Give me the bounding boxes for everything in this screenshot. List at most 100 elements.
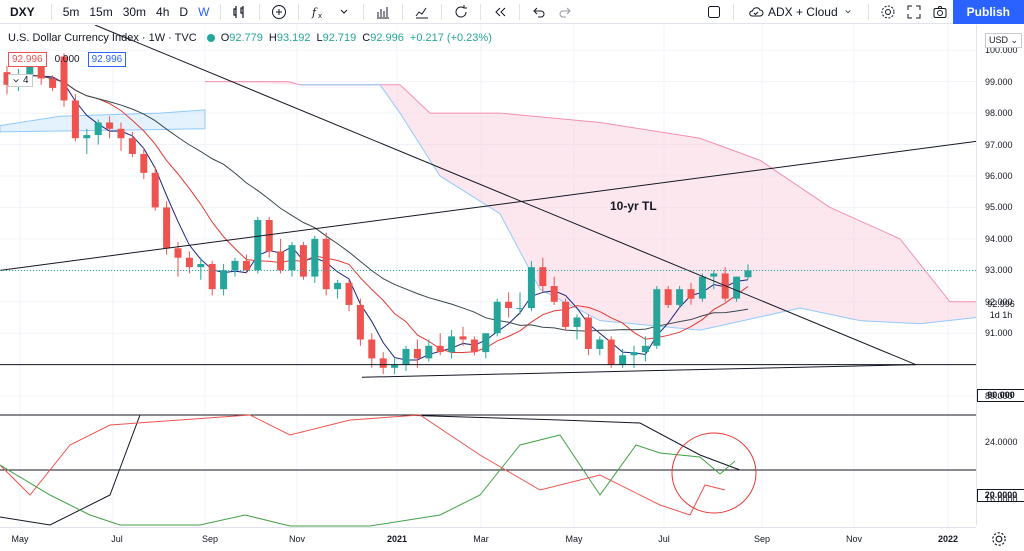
candle-body <box>106 122 114 129</box>
gear-icon[interactable] <box>990 530 1008 548</box>
financials-icon[interactable] <box>370 0 396 24</box>
candle-body <box>448 336 456 353</box>
candle-body <box>3 72 11 85</box>
candle-body <box>516 308 524 310</box>
replay-icon[interactable] <box>448 0 474 24</box>
candle-body <box>402 348 410 365</box>
price-tick: 93.000 <box>985 265 1013 276</box>
expand-icon[interactable] <box>901 0 927 24</box>
toolbar-divider <box>298 3 300 20</box>
toolbar-divider <box>867 3 869 20</box>
time-tick: Nov <box>288 534 306 544</box>
cloud-icon <box>749 6 764 16</box>
candle-body <box>550 286 558 302</box>
price-tick: 91.000 <box>985 328 1013 339</box>
bar-countdown: 1d 1h <box>989 310 1013 320</box>
candle-body <box>527 267 535 309</box>
toolbar-divider <box>50 3 52 20</box>
candle-body <box>436 345 444 353</box>
gear-icon[interactable] <box>875 0 901 24</box>
compare-icon[interactable] <box>266 0 292 24</box>
redo-icon[interactable] <box>552 0 578 24</box>
candle-body <box>482 333 490 353</box>
indicator-value-zero: 0.000 <box>54 54 80 65</box>
toolbar-divider <box>363 3 365 20</box>
svg-text:x: x <box>318 12 322 20</box>
ichimoku-cloud-early <box>0 109 206 133</box>
candle-body <box>562 301 570 327</box>
candle-body <box>26 65 34 76</box>
candle-body <box>539 267 547 287</box>
interval-w[interactable]: W <box>198 4 210 19</box>
candle-body <box>242 260 250 271</box>
ten-year-trendline <box>0 140 976 271</box>
fullscreen-box-icon[interactable] <box>701 0 727 24</box>
candle-body <box>60 56 68 101</box>
undo-icon[interactable] <box>526 0 552 24</box>
candle-body <box>356 304 364 340</box>
candle-body <box>117 128 125 139</box>
indicator-legend: 92.996 0.000 92.996 <box>8 52 127 67</box>
candle-body <box>277 251 285 271</box>
interval-5m[interactable]: 5m <box>62 4 80 19</box>
price-tick: 89.000 <box>985 391 1013 402</box>
candles-icon[interactable] <box>227 0 253 24</box>
candle-body <box>311 238 319 277</box>
time-tick: May <box>11 534 29 544</box>
time-tick: 2022 <box>937 534 959 544</box>
candle-body <box>334 282 342 290</box>
time-tick: Sep <box>201 534 219 544</box>
chevron-down-icon[interactable] <box>331 0 357 24</box>
candle-body <box>220 270 228 290</box>
candle-body <box>710 273 718 277</box>
candle-body <box>584 317 592 349</box>
rewind-icon[interactable] <box>487 0 513 24</box>
candle-body <box>676 289 684 305</box>
candle-body <box>641 345 649 353</box>
currency-select[interactable]: USD ⌄ <box>985 33 1023 48</box>
interval-30m[interactable]: 30m <box>122 4 147 19</box>
camera-icon[interactable] <box>927 0 953 24</box>
candle-body <box>607 339 615 365</box>
candle-body <box>151 172 159 208</box>
interval-4h[interactable]: 4h <box>156 4 170 19</box>
price-tick: 100.000 <box>985 45 1018 56</box>
horizontal-line-label-90: 90.000 <box>977 389 1024 402</box>
candle-body <box>630 352 638 356</box>
time-scale[interactable]: May Jul Sep Nov 2021 Mar May Jul Sep Nov 2022 <box>0 527 976 551</box>
toolbar-divider <box>480 3 482 20</box>
price-scale[interactable]: 92.996 1d 1h 90.000 20.0000 100.000 99.00… <box>976 25 1024 525</box>
candle-body <box>687 289 695 299</box>
alert-icon[interactable] <box>409 0 435 24</box>
price-tick: 96.000 <box>985 170 1013 181</box>
indicator-tick: 16.0000 <box>985 494 1018 504</box>
ma-slow-line <box>6 74 749 332</box>
candle-body <box>231 260 239 271</box>
interval-15m[interactable]: 15m <box>89 4 113 19</box>
candle-body <box>413 348 421 359</box>
candle-body <box>322 238 330 290</box>
interval-d[interactable]: D <box>179 4 189 19</box>
currency-value: USD <box>989 35 1009 45</box>
layout-selector[interactable]: ADX + Cloud <box>740 4 862 20</box>
indicator-value-blue: 92.996 <box>87 52 127 67</box>
candle-body <box>505 301 513 309</box>
candle-body <box>37 65 45 79</box>
indicator-collapse-button[interactable]: 4 <box>8 74 33 87</box>
price-tick: 95.000 <box>985 202 1013 213</box>
ohlc-open: O92.779 <box>220 32 263 44</box>
candle-body <box>254 220 262 271</box>
candle-body <box>140 153 148 173</box>
candle-body <box>698 276 706 299</box>
price-tick: 98.000 <box>985 108 1013 119</box>
current-price-label: 92.996 1d 1h <box>977 299 1024 321</box>
candle-body <box>83 135 91 139</box>
symbol-search-button[interactable]: DXY <box>10 4 35 19</box>
chart-canvas[interactable] <box>0 25 976 527</box>
chevron-down-icon <box>13 78 19 82</box>
publish-button[interactable]: Publish <box>952 0 1024 24</box>
time-tick: May <box>565 534 583 544</box>
price-tick: 99.000 <box>985 76 1013 87</box>
